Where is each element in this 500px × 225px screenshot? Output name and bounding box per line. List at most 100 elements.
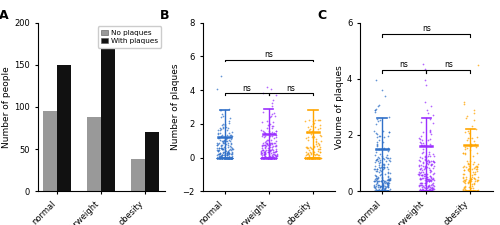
Point bbox=[227, 146, 235, 149]
Point bbox=[226, 156, 234, 159]
Point bbox=[222, 156, 230, 159]
Point bbox=[221, 136, 229, 140]
Point bbox=[260, 92, 268, 95]
Point bbox=[371, 177, 379, 181]
Point bbox=[460, 101, 468, 104]
Point bbox=[419, 151, 427, 154]
Point bbox=[225, 151, 233, 155]
Point bbox=[224, 156, 232, 159]
Point bbox=[305, 154, 313, 157]
Point bbox=[428, 189, 436, 193]
Point bbox=[417, 177, 425, 180]
Point bbox=[227, 156, 235, 159]
Point bbox=[380, 166, 388, 170]
Point bbox=[258, 148, 266, 151]
Point bbox=[468, 186, 476, 190]
Point bbox=[308, 147, 316, 151]
Text: ns: ns bbox=[400, 60, 408, 69]
Point bbox=[266, 156, 274, 159]
Point bbox=[258, 121, 266, 124]
Point bbox=[307, 156, 315, 159]
Point bbox=[379, 178, 387, 182]
Point bbox=[426, 188, 434, 191]
Point bbox=[214, 149, 222, 153]
Point bbox=[220, 153, 228, 157]
Point bbox=[215, 146, 223, 150]
Point bbox=[303, 156, 311, 159]
Point bbox=[215, 136, 223, 139]
Point bbox=[384, 189, 392, 193]
Point bbox=[380, 167, 388, 170]
Point bbox=[272, 147, 280, 151]
Point bbox=[270, 136, 278, 140]
Point bbox=[421, 174, 429, 178]
Point bbox=[380, 182, 388, 185]
Point bbox=[259, 148, 267, 152]
Point bbox=[220, 156, 228, 159]
Point bbox=[257, 149, 265, 153]
Point bbox=[378, 88, 386, 91]
Point bbox=[467, 189, 475, 193]
Point bbox=[260, 156, 268, 159]
Point bbox=[470, 108, 478, 112]
Point bbox=[215, 154, 223, 157]
Point bbox=[306, 156, 314, 159]
Point bbox=[374, 185, 382, 189]
Point bbox=[470, 140, 478, 143]
Point bbox=[382, 185, 390, 189]
Point bbox=[223, 156, 231, 159]
Point bbox=[378, 187, 386, 191]
Point bbox=[270, 156, 278, 159]
Point bbox=[216, 156, 224, 159]
Point bbox=[272, 155, 280, 158]
Point bbox=[314, 156, 322, 159]
Point bbox=[380, 165, 388, 169]
Point bbox=[464, 167, 472, 171]
Point bbox=[384, 189, 392, 193]
Bar bbox=[87, 117, 101, 191]
Point bbox=[306, 156, 314, 159]
Point bbox=[310, 122, 318, 126]
Point bbox=[374, 104, 382, 107]
Point bbox=[470, 112, 478, 115]
Point bbox=[222, 156, 230, 159]
Point bbox=[218, 123, 226, 127]
Bar bbox=[58, 65, 71, 191]
Point bbox=[220, 141, 228, 144]
Point bbox=[460, 172, 468, 176]
Point bbox=[380, 146, 388, 150]
Point bbox=[218, 156, 226, 159]
Point bbox=[468, 183, 476, 186]
Point bbox=[472, 189, 480, 193]
Point bbox=[417, 167, 425, 170]
Point bbox=[216, 155, 224, 158]
Point bbox=[266, 156, 274, 159]
Point bbox=[467, 178, 475, 181]
Point bbox=[257, 152, 265, 156]
Point bbox=[216, 145, 224, 148]
Point bbox=[314, 152, 322, 156]
Point bbox=[258, 156, 266, 159]
Point bbox=[224, 156, 232, 159]
Point bbox=[426, 179, 434, 183]
Point bbox=[308, 156, 316, 159]
Point bbox=[375, 134, 383, 138]
Point bbox=[308, 129, 316, 133]
Point bbox=[462, 189, 470, 193]
Point bbox=[418, 176, 426, 180]
Point bbox=[379, 183, 387, 187]
Point bbox=[258, 155, 266, 158]
Point bbox=[311, 119, 319, 122]
Point bbox=[308, 156, 316, 159]
Point bbox=[424, 184, 432, 187]
Point bbox=[381, 189, 389, 193]
Text: C: C bbox=[318, 9, 326, 22]
Point bbox=[375, 104, 383, 107]
Point bbox=[214, 156, 222, 159]
Point bbox=[469, 189, 477, 193]
Point bbox=[262, 156, 270, 159]
Point bbox=[460, 189, 468, 193]
Point bbox=[418, 144, 426, 147]
Point bbox=[377, 165, 385, 168]
Point bbox=[309, 135, 317, 138]
